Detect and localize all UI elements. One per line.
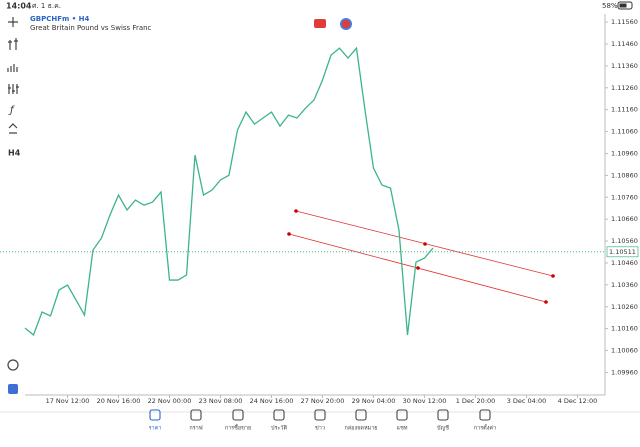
trend-point <box>544 300 548 304</box>
function-icon[interactable]: ƒ <box>8 105 15 116</box>
nav-label[interactable]: กล่องจดหมาย <box>344 426 377 432</box>
price-line <box>24 46 434 337</box>
candle-icon[interactable] <box>8 38 18 50</box>
nav-icon[interactable] <box>355 409 367 421</box>
nav-icon[interactable] <box>479 409 491 421</box>
symbol[interactable]: GBPCHFm • H4 <box>30 15 89 23</box>
app-icon[interactable] <box>8 384 18 394</box>
nav-label[interactable]: บัญชี <box>437 425 449 432</box>
battery-level <box>619 3 627 8</box>
time: 14:04 <box>6 2 32 11</box>
nav-icon[interactable] <box>273 409 285 421</box>
y-tick-label: 1.11460 <box>611 40 638 48</box>
x-tick-label: 23 Nov 08:00 <box>199 397 243 405</box>
flag-gbp <box>314 19 326 28</box>
last-price-label: 1.10511 <box>609 248 636 256</box>
nav-icon[interactable] <box>232 409 244 421</box>
y-tick-label: 1.09960 <box>611 368 638 376</box>
y-tick-label: 1.11260 <box>611 84 638 92</box>
y-tick-label: 1.10760 <box>611 193 638 201</box>
settings-icon[interactable] <box>8 84 19 94</box>
nav-icon[interactable] <box>437 409 449 421</box>
y-tick-label: 1.10360 <box>611 281 638 289</box>
x-tick-label: 1 Dec 20:00 <box>456 397 496 405</box>
trend-point <box>551 274 555 278</box>
y-tick-label: 1.10460 <box>611 259 638 267</box>
date: ศ. 1 ธ.ค. <box>32 2 61 10</box>
x-tick-label: 29 Nov 04:00 <box>352 397 396 405</box>
x-tick-label: 4 Dec 12:00 <box>558 397 598 405</box>
last-price-box <box>606 246 639 258</box>
quote-icon[interactable] <box>7 359 19 371</box>
x-tick-label: 30 Nov 12:00 <box>403 397 447 405</box>
y-tick-label: 1.11560 <box>611 18 638 26</box>
crosshair-icon[interactable] <box>8 17 18 27</box>
flag-chf <box>340 18 352 30</box>
x-tick-label: 22 Nov 00:00 <box>148 397 192 405</box>
y-tick-label: 1.10860 <box>611 171 638 179</box>
indicator-icon[interactable] <box>7 64 18 72</box>
nav-icon[interactable] <box>396 409 408 421</box>
battery-icon <box>617 1 633 10</box>
trend-point <box>416 266 420 270</box>
y-tick-label: 1.10160 <box>611 325 638 333</box>
y-tick-label: 1.10560 <box>611 237 638 245</box>
nav-label[interactable]: ข่าว <box>315 426 325 432</box>
y-tick-label: 1.10960 <box>611 149 638 157</box>
nav-label[interactable]: แชท <box>397 425 408 432</box>
x-tick-label: 3 Dec 04:00 <box>507 397 547 405</box>
nav-label[interactable]: กราฟ <box>189 425 202 432</box>
y-tick-label: 1.11060 <box>611 128 638 136</box>
nav-label[interactable]: การซื้อขาย <box>225 424 251 432</box>
x-tick-label: 27 Nov 20:00 <box>301 397 345 405</box>
battery: 58% <box>602 2 618 10</box>
timeframe[interactable]: H4 <box>8 149 21 158</box>
nav-label[interactable]: ประวัติ <box>271 425 287 432</box>
trend-point <box>423 242 427 246</box>
nav-icon[interactable] <box>314 409 326 421</box>
x-tick-label: 24 Nov 16:00 <box>250 397 294 405</box>
description: Great Britain Pound vs Swiss Franc <box>30 24 152 32</box>
trend-point <box>287 232 291 236</box>
y-tick-label: 1.10660 <box>611 215 638 223</box>
trend-point <box>294 209 298 213</box>
nav-label[interactable]: การตั้งค่า <box>474 424 496 432</box>
nav-icon[interactable] <box>190 409 202 421</box>
left-toolbar: ƒ H4 <box>7 17 21 394</box>
nav-icon[interactable] <box>149 409 161 421</box>
x-tick-label: 20 Nov 16:00 <box>97 397 141 405</box>
objects-icon[interactable] <box>8 123 18 134</box>
y-tick-label: 1.11360 <box>611 62 638 70</box>
y-tick-label: 1.10060 <box>611 347 638 355</box>
y-tick-label: 1.11160 <box>611 106 638 114</box>
nav-label[interactable]: ราคา <box>149 426 162 432</box>
y-tick-label: 1.10260 <box>611 303 638 311</box>
x-tick-label: 17 Nov 12:00 <box>46 397 90 405</box>
